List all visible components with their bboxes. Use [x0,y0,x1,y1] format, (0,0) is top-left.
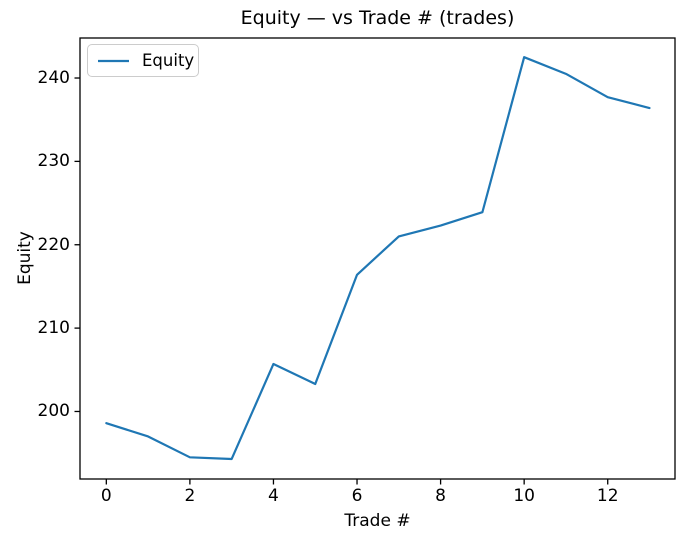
x-tick-label: 6 [351,486,363,506]
x-tick-label: 2 [184,486,196,506]
x-tick-label: 12 [596,486,619,506]
equity-line-series [105,56,651,461]
legend-line-sample [98,59,129,62]
x-tick-label: 4 [268,486,279,506]
x-tick-label: 0 [100,486,112,506]
y-tick-label: 200 [37,401,70,422]
x-tick-label: 8 [435,486,446,506]
y-tick-label: 230 [37,151,70,172]
chart-title: Equity — vs Trade # (trades) [240,7,515,29]
y-tick-label: 210 [37,318,70,339]
legend: Equity [87,44,199,77]
x-axis-label: Trade # [344,511,411,531]
y-tick-label: 240 [37,68,70,88]
axes-frame [79,37,676,480]
y-tick-label: 220 [37,234,70,255]
legend-label: Equity [142,50,195,70]
x-tick-label: 10 [513,486,535,506]
